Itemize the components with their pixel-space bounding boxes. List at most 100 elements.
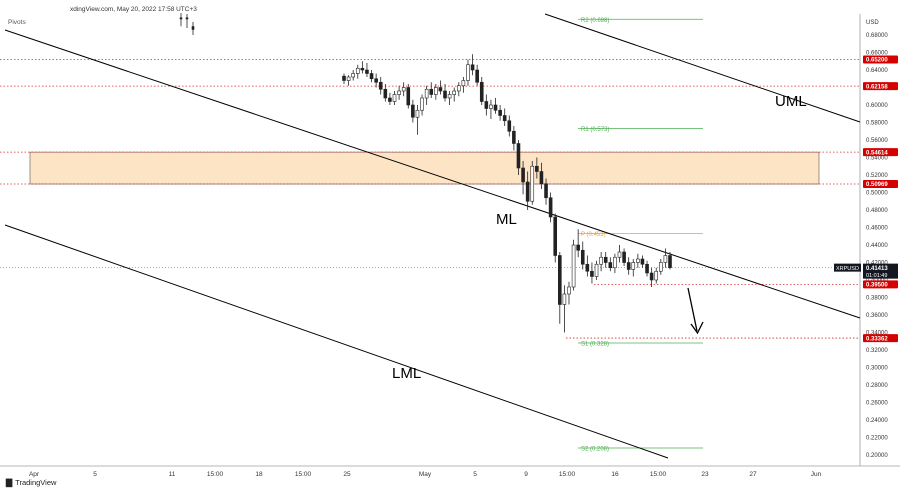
time-axis-tick: 5 (473, 471, 477, 478)
pivot-label: S2 (0.208) (581, 447, 609, 453)
candle-body (342, 75, 346, 81)
candle-body (424, 88, 429, 99)
brand-label: TradingView (15, 478, 57, 487)
candle-body (553, 216, 558, 256)
candle-body (502, 115, 507, 122)
pivot-label: R2 (0.698) (581, 18, 609, 24)
candle-body (493, 104, 498, 111)
time-axis-tick: 16 (611, 471, 619, 478)
pitchfork-label-lml: LML (392, 365, 421, 382)
candle-body (470, 64, 475, 71)
candle-body (475, 69, 479, 83)
time-axis-tick: 15:00 (295, 471, 312, 478)
price-axis-tick: 0.50000 (866, 191, 888, 197)
price-level-badge (863, 82, 898, 91)
candle-body (420, 97, 424, 111)
upper-median-line (544, 13, 861, 123)
candle-body (603, 256, 608, 263)
price-axis-tick: 0.28000 (866, 383, 888, 389)
countdown-text: 01:01:49 (866, 273, 887, 279)
candle-body (434, 87, 438, 95)
lower-median-line (4, 224, 669, 459)
chart-header-title: xdingView.com, May 20, 2022 17:58 UTC+3 (70, 6, 197, 13)
candle-body (466, 64, 470, 81)
candle-body (456, 85, 461, 92)
price-axis-tick: 0.30000 (866, 366, 888, 372)
price-axis-tick: 0.60000 (866, 103, 888, 109)
candle-body (663, 255, 668, 263)
time-axis-tick: May (419, 471, 432, 478)
price-axis-tick: 0.56000 (866, 138, 888, 144)
time-axis-tick: 15:00 (207, 471, 224, 478)
time-axis-tick: 15:00 (650, 471, 667, 478)
candle-body (355, 67, 360, 74)
price-axis-tick: 0.48000 (866, 208, 888, 214)
price-axis-tick: 0.34000 (866, 331, 888, 337)
price-axis-tick: 0.20000 (866, 453, 888, 459)
indicator-label: Pivots (8, 19, 26, 26)
candle-body (576, 244, 580, 251)
median-line (4, 29, 861, 319)
candle-body (374, 78, 378, 83)
pivot-label: R1 (0.573) (581, 127, 609, 133)
price-level-badge-text: 0.50969 (866, 182, 888, 188)
down-arrow-shaft (687, 287, 698, 332)
candle-body (516, 143, 521, 169)
time-axis-tick: 27 (749, 471, 757, 478)
price-axis-currency: USD (866, 20, 879, 26)
price-axis-tick: 0.58000 (866, 121, 888, 127)
price-axis-tick: 0.54000 (866, 156, 888, 162)
price-axis-tick: 0.32000 (866, 348, 888, 354)
price-axis-tick: 0.64000 (866, 68, 888, 74)
candle-body (461, 80, 466, 87)
current-price-text: 0.41413 (866, 266, 888, 272)
candle-body (636, 258, 640, 263)
candle-body (626, 262, 631, 270)
candle-body (507, 120, 512, 132)
price-axis-tick: 0.44000 (866, 243, 888, 249)
price-level-badge (863, 334, 898, 343)
candle-body (479, 81, 484, 102)
candle-body (562, 293, 567, 305)
candle-body (594, 263, 599, 277)
candle-body (640, 258, 645, 265)
price-axis-tick: 0.52000 (866, 173, 888, 179)
price-axis-tick: 0.24000 (866, 418, 888, 424)
candle-body (649, 272, 654, 281)
price-axis-tick: 0.38000 (866, 296, 888, 302)
candle-body (346, 76, 351, 81)
candle-body (530, 165, 535, 202)
price-level-badge-text: 0.39500 (866, 283, 888, 289)
candle-body (645, 263, 649, 274)
candle-body (406, 87, 411, 106)
candle-body (585, 263, 590, 272)
time-axis-tick: 9 (524, 471, 528, 478)
candle-body (608, 262, 613, 269)
candle-body (360, 67, 365, 71)
tradingview-logo[interactable]: ▇ TradingView (6, 478, 56, 487)
candle-body (411, 104, 415, 118)
price-axis-tick: 0.46000 (866, 226, 888, 232)
candle-body (415, 109, 420, 118)
candle-body (548, 197, 553, 218)
price-axis-tick: 0.36000 (866, 313, 888, 319)
candle-body (622, 251, 626, 263)
price-level-badge-text: 0.54614 (866, 150, 888, 156)
candle-body (535, 165, 539, 172)
down-arrow-head (690, 321, 704, 335)
time-axis-tick: Jun (811, 471, 822, 478)
price-level-badge-text: 0.33362 (866, 336, 888, 342)
candle-body (447, 94, 452, 99)
candle-body (631, 262, 636, 270)
symbol-badge (834, 263, 861, 272)
candle-body (668, 255, 672, 268)
time-axis-tick: 5 (93, 471, 97, 478)
pivot-label: S1 (0.328) (581, 342, 609, 348)
price-axis-tick: 0.26000 (866, 401, 888, 407)
candle-body (383, 88, 388, 99)
symbol-badge-text: XRPUSD (836, 266, 859, 272)
candle-body (191, 26, 195, 30)
candle-body (438, 87, 443, 92)
